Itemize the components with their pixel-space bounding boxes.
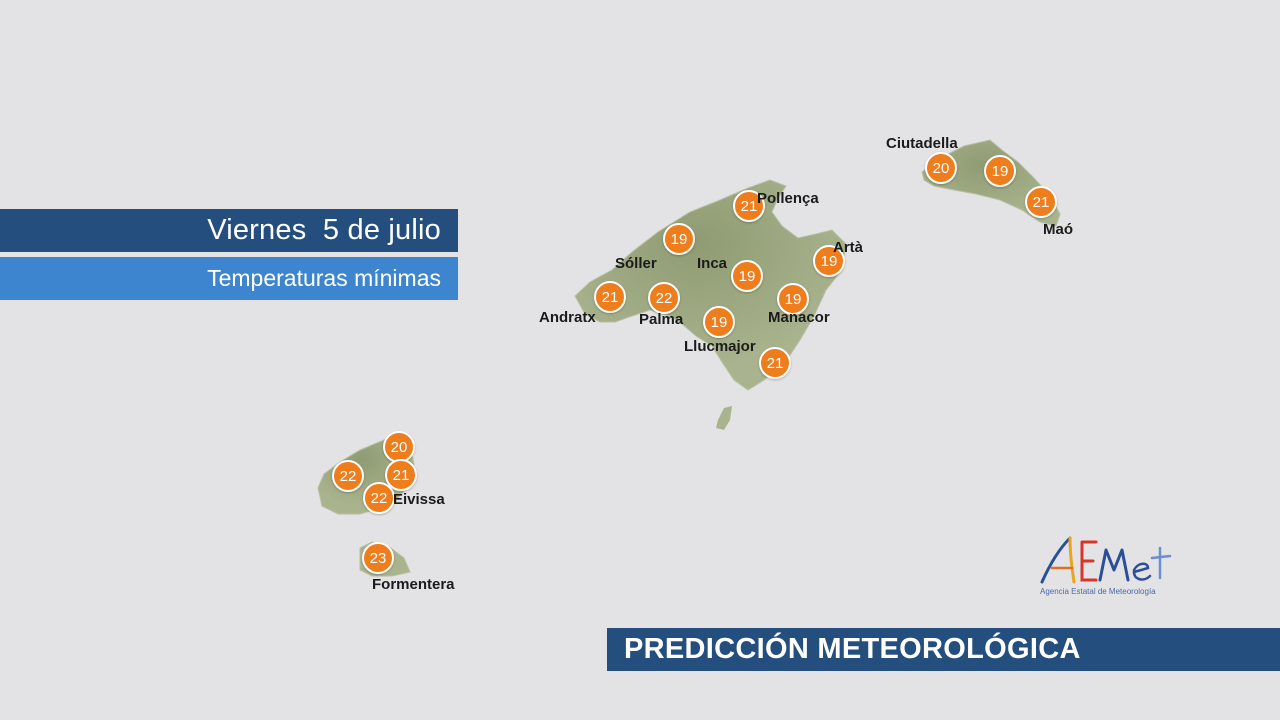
temp-marker-andratx: 21	[594, 281, 626, 313]
city-label-llucmajor: Llucmajor	[684, 338, 756, 355]
temp-marker-ibiza-east: 21	[385, 459, 417, 491]
temp-marker-manacor: 19	[777, 283, 809, 315]
temp-marker-ciutadella: 20	[925, 152, 957, 184]
temp-marker-pollenca: 21	[733, 190, 765, 222]
temp-marker-arta: 19	[813, 245, 845, 277]
city-label-soller: Sóller	[615, 255, 657, 272]
city-label-mao: Maó	[1043, 221, 1073, 238]
city-label-pollenca: Pollença	[757, 190, 819, 207]
aemet-logo	[1040, 536, 1172, 584]
city-label-manacor: Manacor	[768, 309, 830, 326]
temp-marker-inca: 19	[731, 260, 763, 292]
subtitle-banner: Temperaturas mínimas	[0, 257, 458, 300]
city-label-andratx: Andratx	[539, 309, 596, 326]
temp-marker-formentera: 23	[362, 542, 394, 574]
city-label-palma: Palma	[639, 311, 684, 328]
temp-marker-south-mallorca: 21	[759, 347, 791, 379]
mallorca-island	[574, 179, 847, 391]
temp-marker-ibiza-west: 22	[332, 460, 364, 492]
temp-marker-soller: 19	[663, 223, 695, 255]
temp-marker-eivissa: 22	[363, 482, 395, 514]
temp-marker-llucmajor: 19	[703, 306, 735, 338]
city-label-inca: Inca	[697, 255, 728, 272]
cabrera-island	[716, 406, 732, 430]
date-banner: Viernes 5 de julio	[0, 209, 458, 252]
city-label-ciutadella: Ciutadella	[886, 135, 958, 152]
footer-banner: PREDICCIÓN METEOROLÓGICA	[607, 628, 1280, 671]
city-label-formentera: Formentera	[372, 576, 455, 593]
temp-marker-mao: 21	[1025, 186, 1057, 218]
logo-subtitle: Agencia Estatal de Meteorología	[1040, 587, 1156, 596]
temp-marker-palma: 22	[648, 282, 680, 314]
city-label-arta: Artà	[833, 239, 864, 256]
temp-marker-menorca-center: 19	[984, 155, 1016, 187]
city-label-eivissa: Eivissa	[393, 491, 445, 508]
